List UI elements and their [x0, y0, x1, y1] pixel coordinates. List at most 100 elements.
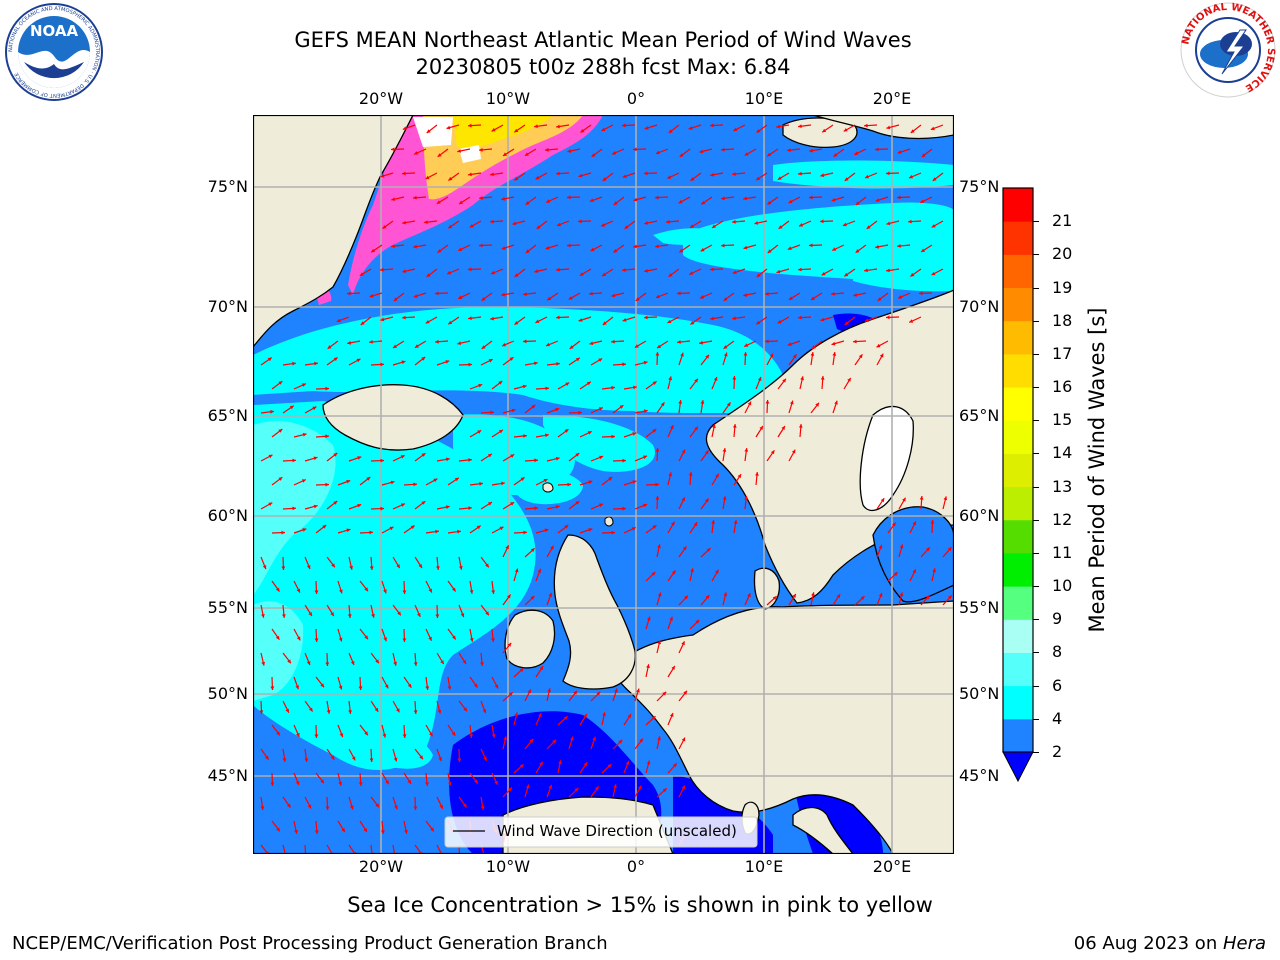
wind-wave-arrow-head [380, 267, 384, 272]
wind-wave-arrow-head [451, 731, 456, 736]
wind-wave-arrow-head [363, 828, 367, 832]
wind-wave-arrow-head [503, 152, 507, 156]
wind-wave-arrow-head [855, 201, 860, 205]
wind-wave-arrow-head [512, 221, 517, 226]
wind-wave-arrow-head [383, 637, 387, 642]
wind-wave-arrow-head [538, 713, 542, 718]
lat-tick-right-55n: 55°N [959, 598, 1000, 617]
wind-wave-arrow-head [787, 342, 792, 346]
wind-wave-arrow-head [705, 354, 709, 359]
lat-tick-right-45n: 45°N [959, 766, 1000, 785]
wind-wave-arrow-head [910, 129, 915, 133]
wind-wave-arrow-head [396, 708, 400, 713]
wind-wave-arrow-head [831, 341, 836, 346]
lon-tick-bottom-10e: 10°E [744, 857, 784, 876]
wind-wave-arrow-head [743, 196, 747, 201]
wind-wave-arrow-head [886, 125, 891, 130]
wind-wave-arrow-head [357, 503, 362, 508]
wind-wave-arrow-head [380, 317, 385, 322]
wind-wave-arrow-head [633, 197, 638, 202]
wind-wave-arrow-head [390, 480, 395, 485]
colorbar-tick-label: 11 [1052, 542, 1073, 562]
wind-wave-arrow-head [611, 293, 616, 298]
wind-wave-arrow-head [327, 345, 332, 349]
colorbar-tick-mark [1033, 586, 1039, 588]
wind-wave-arrow-head [260, 806, 265, 810]
wind-wave-arrow-head [366, 477, 371, 481]
sea-ice-note: Sea Ice Concentration > 15% is shown in … [347, 893, 933, 917]
wind-wave-arrow-head [637, 785, 642, 790]
wind-wave-arrow-head [469, 590, 474, 594]
wind-wave-arrow-head [690, 320, 695, 325]
wind-wave-arrow-head [407, 779, 412, 784]
wind-wave-arrow-head [589, 291, 593, 296]
wind-wave-arrow-head [705, 498, 709, 503]
wind-wave-arrow-head [669, 616, 673, 621]
wind-wave-arrow-head [832, 352, 837, 356]
wind-wave-arrow-head [552, 739, 557, 744]
wind-wave-arrow-head [502, 342, 506, 347]
colorbar-tick-mark [1033, 752, 1039, 753]
wind-wave-arrow-head [757, 377, 762, 381]
wind-wave-arrow-head [281, 530, 285, 535]
wind-wave-arrow-head [454, 477, 459, 482]
colorbar-tick-label: 21 [1052, 211, 1073, 231]
wind-wave-arrow-head [545, 433, 549, 438]
wind-wave-arrow-head [921, 248, 926, 252]
wind-wave-arrow-head [798, 171, 802, 176]
wind-wave-arrow-head [705, 595, 710, 599]
wind-wave-arrow-head [790, 400, 794, 405]
wind-wave-arrow-head [491, 127, 496, 132]
wind-wave-arrow-head [534, 458, 538, 463]
wind-wave-arrow-head [437, 153, 442, 157]
wind-wave-arrow-head [402, 220, 406, 225]
wind-wave-arrow-head [507, 642, 512, 647]
wind-wave-arrow-head [525, 249, 530, 253]
wind-wave-arrow-head [358, 782, 363, 786]
colorbar-tick-label: 17 [1052, 343, 1073, 363]
wind-wave-arrow-head [469, 638, 474, 642]
wind-wave-arrow-head [776, 124, 780, 129]
lat-tick-left-75n: 75°N [207, 177, 248, 196]
wind-wave-arrow-head [693, 522, 698, 527]
wind-wave-arrow-head [765, 400, 770, 404]
wind-wave-arrow-head [474, 779, 478, 784]
wind-wave-arrow-head [447, 782, 452, 786]
wind-wave-arrow-head [380, 173, 385, 178]
wind-wave-arrow-head [787, 246, 792, 250]
wind-wave-arrow-head [457, 529, 461, 534]
wind-wave-arrow-head [722, 496, 727, 500]
footer-date-text: 06 Aug 2023 on [1073, 933, 1223, 954]
wind-wave-arrow-head [514, 321, 519, 325]
wind-wave-arrow-head [652, 429, 657, 433]
wind-wave-arrow-head [275, 635, 280, 640]
wind-wave-arrow-head [668, 472, 672, 477]
wind-wave-arrow-head [932, 177, 937, 181]
wind-wave-arrow-head [580, 128, 585, 133]
wind-wave-arrow-head [644, 268, 648, 273]
wind-wave-arrow-head [524, 152, 529, 156]
wind-wave-arrow-head [586, 381, 591, 386]
wind-wave-arrow-head [844, 272, 849, 277]
wind-wave-arrow-head [688, 472, 693, 476]
wind-wave-arrow-head [413, 195, 417, 200]
wind-wave-arrow-head [448, 320, 453, 325]
wind-wave-arrow-head [400, 503, 405, 507]
wind-wave-arrow-head [325, 662, 330, 666]
wind-wave-arrow-head [468, 316, 472, 320]
wind-wave-arrow-head [485, 611, 489, 616]
wind-wave-arrow-head [400, 455, 405, 459]
colorbar-tick-mark [1033, 320, 1039, 322]
wind-wave-arrow-head [347, 291, 351, 296]
wind-wave-arrow-head [909, 319, 914, 323]
wind-wave-arrow-head [494, 780, 498, 785]
wind-wave-arrow-head [480, 662, 484, 666]
wind-wave-arrow-head [858, 354, 863, 359]
wind-wave-arrow-head [619, 405, 624, 409]
lon-tick-top-10w: 10°W [485, 89, 531, 108]
noaa-logo-text: NOAA [30, 22, 79, 40]
wind-wave-arrow-head [413, 806, 418, 810]
wind-wave-arrow-head [602, 712, 606, 717]
wind-wave-arrow-head [611, 385, 615, 390]
wind-wave-arrow-head [690, 177, 695, 181]
